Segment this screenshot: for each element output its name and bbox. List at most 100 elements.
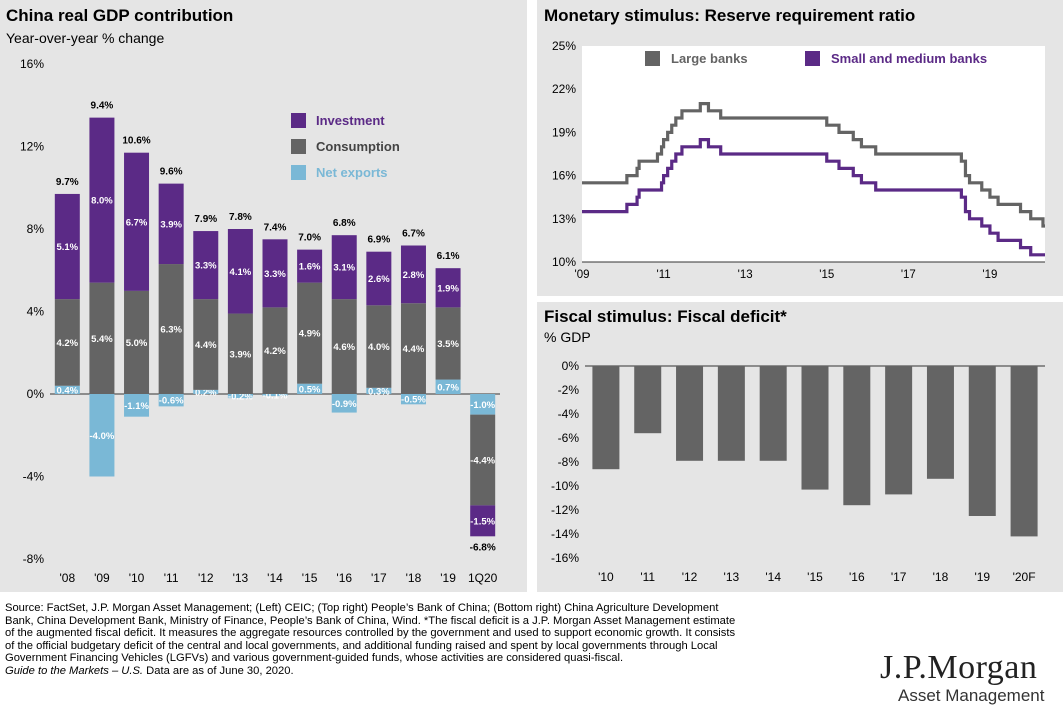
gdp-bar-segment [331, 394, 357, 413]
deficit-bar [843, 366, 871, 506]
gdp-y-tick-label: -8% [23, 552, 45, 566]
gdp-chart-subtitle: Year-over-year % change [6, 30, 165, 46]
gdp-segment-label: 6.3% [160, 325, 182, 336]
gdp-bar-segment [89, 394, 115, 477]
source-footnote: Source: FactSet, J.P. Morgan Asset Manag… [5, 602, 865, 678]
deficit-x-tick-label: '10 [598, 570, 614, 584]
gdp-total-label: 7.9% [194, 214, 217, 225]
gdp-legend-label: Consumption [316, 139, 400, 154]
gdp-bar-segment [193, 231, 219, 300]
gdp-bar-segment [158, 183, 184, 265]
gdp-x-tick-label: '16 [336, 571, 352, 585]
gdp-segment-label: 1.6% [299, 262, 321, 273]
deficit-bar [885, 366, 913, 495]
gdp-x-tick-label: '14 [267, 571, 283, 585]
gdp-segment-label: 4.4% [195, 340, 217, 351]
rrr-x-tick-label: '17 [901, 269, 916, 281]
guide-name: Guide to the Markets – U.S. [5, 664, 144, 677]
deficit-y-tick-label: -16% [551, 551, 579, 565]
gdp-segment-label: -0.5% [401, 395, 426, 406]
rrr-x-tick-label: '13 [738, 269, 753, 281]
gdp-segment-label: 3.5% [437, 339, 459, 350]
gdp-segment-label: 4.2% [56, 338, 78, 349]
gdp-segment-label: -1.5% [470, 516, 495, 527]
deficit-y-tick-label: -12% [551, 503, 579, 517]
rrr-y-tick-label: 13% [552, 212, 576, 226]
rrr-legend-label: Small and medium banks [831, 51, 987, 66]
gdp-segment-label: 5.4% [91, 334, 113, 345]
deficit-bar [926, 366, 954, 479]
deficit-chart: 0% -2% -4% -6% -8% -10% -12% -14% -16% '10 '11 '12 '… [551, 359, 1045, 584]
gdp-segment-label: -1.0% [470, 400, 495, 411]
gdp-total-label: 6.1% [437, 251, 460, 262]
rrr-y-tick-label: 22% [552, 82, 576, 96]
rrr-x-tick-label: '11 [657, 269, 671, 281]
deficit-x-tick-label: '16 [849, 570, 865, 584]
gdp-bar-segment [158, 264, 184, 394]
gdp-segment-label: -0.6% [159, 396, 184, 407]
gdp-x-tick-label: 1Q20 [468, 571, 498, 585]
gdp-segment-label: 4.1% [230, 267, 252, 278]
gdp-total-label: 6.8% [333, 218, 356, 229]
gdp-x-tick-label: '18 [406, 571, 422, 585]
gdp-bar-segment [54, 299, 80, 386]
gdp-legend-swatch [291, 165, 306, 180]
gdp-bar-segment [435, 307, 461, 380]
logo-subtitle: Asset Management [898, 686, 1045, 705]
gdp-x-tick-label: '19 [440, 571, 456, 585]
gdp-bar-segment [470, 505, 496, 537]
gdp-segment-label: -4.4% [470, 456, 495, 467]
gdp-segment-label: -0.1% [263, 391, 288, 402]
deficit-y-tick-label: -2% [558, 383, 580, 397]
gdp-segment-label: 5.1% [56, 242, 78, 253]
rrr-x-tick-label: '15 [819, 269, 834, 281]
gdp-segment-label: -1.1% [124, 401, 149, 412]
gdp-total-label: 10.6% [122, 136, 150, 147]
gdp-bar-segment [470, 414, 496, 506]
deficit-y-tick-label: -8% [558, 455, 580, 469]
deficit-bar [759, 366, 787, 461]
rrr-y-tick-label: 19% [552, 125, 576, 139]
rrr-legend-swatch [805, 51, 820, 66]
gdp-bar-segment [89, 117, 115, 283]
gdp-bar-segment [331, 235, 357, 300]
gdp-total-label: 7.0% [298, 233, 321, 244]
gdp-bar-segment [124, 394, 150, 417]
gdp-legend-label: Net exports [316, 165, 388, 180]
deficit-bar [717, 366, 745, 461]
gdp-bar-segment [470, 394, 496, 415]
gdp-x-tick-label: '13 [233, 571, 249, 585]
deficit-y-tick-label: -14% [551, 527, 579, 541]
gdp-segment-label: 8.0% [91, 196, 113, 207]
deficit-y-tick-label: -6% [558, 431, 580, 445]
gdp-segment-label: 6.7% [126, 217, 148, 228]
gdp-x-tick-label: '15 [302, 571, 318, 585]
gdp-y-tick-label: 16% [20, 57, 44, 71]
gdp-chart: 16% 12% 8% 4% 0% -4% -8% 0.4% 4.2% 5.1% 9.7% '08 -4.… [20, 57, 500, 585]
gdp-x-tick-label: '09 [94, 571, 110, 585]
gdp-bar-segment [89, 282, 115, 394]
deficit-bar [676, 366, 704, 461]
rrr-small-banks-line [582, 138, 1045, 257]
gdp-total-label: 6.7% [402, 229, 425, 240]
gdp-segment-label: 3.1% [333, 263, 355, 274]
deficit-bar [1010, 366, 1038, 537]
logo-wordmark: J.P.Morgan [880, 649, 1038, 686]
gdp-segment-label: 4.6% [333, 342, 355, 353]
deficit-x-tick-label: '13 [724, 570, 740, 584]
rrr-x-tick-label: '19 [982, 269, 997, 281]
gdp-bar-segment [297, 249, 323, 283]
gdp-segment-label: 4.2% [264, 346, 286, 357]
gdp-segment-label: -0.9% [332, 399, 357, 410]
deficit-x-tick-label: '19 [974, 570, 990, 584]
gdp-bar-segment [193, 299, 219, 390]
deficit-bar [592, 366, 620, 470]
rrr-y-tick-label: 10% [552, 255, 576, 269]
gdp-bar-segment [193, 389, 219, 394]
jpmorgan-logo: J.P.Morgan Asset Management [880, 650, 1060, 706]
rrr-chart-title: Monetary stimulus: Reserve requirement r… [544, 6, 916, 25]
gdp-segment-label: 3.9% [230, 349, 252, 360]
gdp-segment-label: 2.8% [403, 270, 425, 281]
source-text: Source: FactSet, J.P. Morgan Asset Manag… [5, 602, 736, 665]
deficit-y-tick-label: -4% [558, 407, 580, 421]
